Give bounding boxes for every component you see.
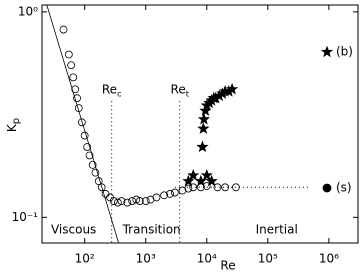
circle-marker <box>178 186 187 195</box>
star-marker <box>205 174 218 187</box>
annotation-sub: c <box>117 89 121 98</box>
circle-marker <box>80 131 89 140</box>
y-axis-label-main: K <box>5 123 19 132</box>
star-marker <box>200 168 213 181</box>
circle-marker <box>117 197 126 205</box>
legend-label: (b) <box>336 45 353 59</box>
circle-marker <box>94 177 103 186</box>
circle-marker <box>213 183 222 192</box>
circle-marker <box>101 190 110 198</box>
legend-label: (s) <box>336 181 352 195</box>
circle-marker <box>189 183 198 192</box>
y-axis-label: Kp <box>5 118 23 132</box>
annotation: Ret <box>171 82 189 98</box>
region-label: Transition <box>122 223 181 237</box>
circle-marker <box>97 183 106 192</box>
star-marker <box>182 174 195 187</box>
circle-marker <box>109 197 118 205</box>
circle-marker <box>69 73 78 82</box>
star-marker <box>197 112 211 125</box>
circle-marker <box>83 143 92 151</box>
y-axis-label-sub: p <box>11 118 22 124</box>
y-tick-label: 10⁰ <box>18 4 38 18</box>
circle-marker <box>59 25 68 34</box>
circle-marker <box>166 190 174 198</box>
plot-area <box>46 5 311 243</box>
circle-marker <box>113 198 122 207</box>
circle-marker <box>221 183 230 192</box>
region-label: Inertial <box>256 223 298 237</box>
circle-marker <box>74 104 83 113</box>
star-marker <box>225 82 239 95</box>
circle-marker <box>170 188 179 197</box>
circle-marker <box>88 160 97 169</box>
legend-marker <box>320 45 334 58</box>
circle-marker <box>232 183 240 192</box>
region-label: Viscous <box>51 223 96 237</box>
annotation-main: Re <box>102 82 117 96</box>
x-tick-label: 10⁴ <box>197 252 217 266</box>
circle-marker <box>71 85 80 94</box>
circle-marker <box>77 118 86 127</box>
annotation: Rec <box>102 82 122 98</box>
circle-marker <box>202 182 211 190</box>
star-marker <box>187 168 200 181</box>
circle-marker <box>184 184 193 193</box>
circle-marker <box>146 195 155 204</box>
circle-marker <box>160 191 168 200</box>
circle-marker <box>132 195 141 204</box>
circle-marker <box>73 94 81 103</box>
circle-marker <box>91 168 100 177</box>
x-tick-label: 10⁵ <box>258 252 278 266</box>
circle-marker <box>141 197 150 205</box>
circle-marker <box>67 61 76 70</box>
reference-line <box>46 5 120 243</box>
star-marker <box>196 140 209 153</box>
annotation-sub: t <box>186 89 189 98</box>
circle-marker <box>64 50 73 59</box>
circle-marker <box>85 151 94 160</box>
circle-marker <box>152 193 161 202</box>
y-tick-label: 10⁻¹ <box>12 210 39 224</box>
x-tick-label: 10² <box>75 252 95 266</box>
plot-frame <box>41 4 359 244</box>
circle-marker <box>135 197 144 205</box>
legend-marker <box>322 183 332 193</box>
x-tick-label: 10⁶ <box>319 252 339 266</box>
x-axis-label: Re <box>220 259 235 273</box>
star-marker <box>197 122 210 134</box>
circle-marker <box>123 198 132 207</box>
annotation-main: Re <box>171 82 186 96</box>
circle-marker <box>128 197 137 205</box>
x-tick-label: 10³ <box>136 252 156 266</box>
